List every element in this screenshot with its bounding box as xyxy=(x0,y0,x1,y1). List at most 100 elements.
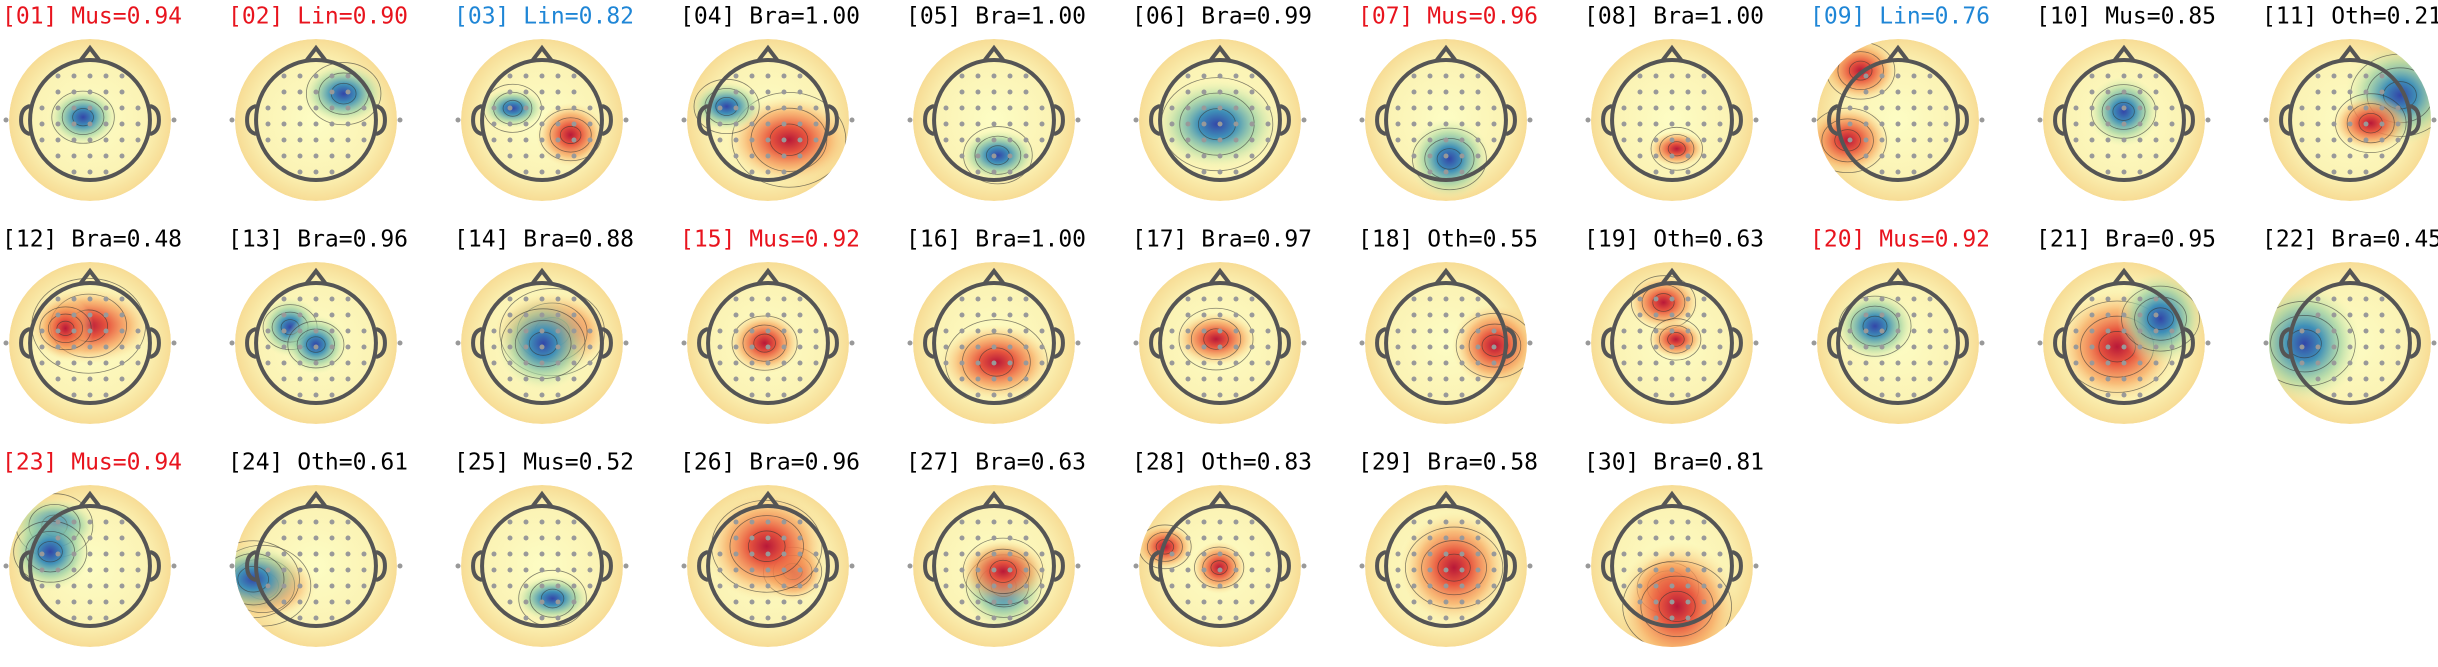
electrode xyxy=(1927,73,1933,79)
electrode xyxy=(2395,137,2401,143)
electrode xyxy=(1879,376,1885,382)
electrode xyxy=(959,551,965,557)
electrode xyxy=(523,551,529,557)
electrode xyxy=(975,583,981,589)
nose xyxy=(1208,490,1232,509)
electrode xyxy=(55,153,61,159)
electrode xyxy=(733,153,739,159)
electrode xyxy=(119,599,125,605)
electrode xyxy=(1475,121,1481,127)
electrode xyxy=(733,583,739,589)
map-blob xyxy=(48,88,118,146)
map-field xyxy=(1365,262,1527,424)
electrode xyxy=(1863,312,1869,318)
electrode xyxy=(297,105,303,111)
electrode xyxy=(1201,360,1207,366)
electrode xyxy=(1395,583,1401,589)
ear-right xyxy=(827,327,839,359)
electrode xyxy=(1459,169,1465,175)
electrode xyxy=(765,535,771,541)
electrode xyxy=(313,583,319,589)
electrode xyxy=(1249,583,1255,589)
component-label: [14] Bra=0.88 xyxy=(454,227,634,253)
electrode xyxy=(1911,344,1917,350)
electrode xyxy=(991,169,997,175)
electrode xyxy=(1653,328,1659,334)
electrode xyxy=(297,376,303,382)
electrode xyxy=(1023,344,1029,350)
electrode xyxy=(2315,73,2321,79)
electrode xyxy=(571,296,577,302)
electrode xyxy=(1427,328,1433,334)
electrode xyxy=(1201,376,1207,382)
electrode xyxy=(717,567,723,573)
electrode xyxy=(1653,551,1659,557)
electrode xyxy=(2347,296,2353,302)
electrode xyxy=(1133,340,1139,346)
electrode xyxy=(345,551,351,557)
contour xyxy=(1652,293,1675,312)
electrode xyxy=(1927,296,1933,302)
electrode xyxy=(1475,296,1481,302)
ear-right xyxy=(1505,104,1517,136)
electrode xyxy=(2331,137,2337,143)
electrode xyxy=(623,563,629,569)
electrode xyxy=(71,137,77,143)
electrode xyxy=(297,360,303,366)
head-outline xyxy=(254,281,378,405)
electrode xyxy=(281,137,287,143)
map-blob xyxy=(514,575,591,622)
electrode xyxy=(733,567,739,573)
electrode xyxy=(1863,137,1869,143)
electrode xyxy=(1075,340,1081,346)
electrode xyxy=(1863,328,1869,334)
ear-left xyxy=(1827,104,1839,136)
electrode xyxy=(71,153,77,159)
ear-right xyxy=(2409,327,2421,359)
electrode xyxy=(1685,312,1691,318)
ear-left xyxy=(923,550,935,582)
electrode xyxy=(2347,376,2353,382)
electrode xyxy=(571,105,577,111)
electrode xyxy=(1185,360,1191,366)
electrode xyxy=(717,360,723,366)
electrode xyxy=(1927,344,1933,350)
component-label: [17] Bra=0.97 xyxy=(1132,227,1312,253)
contour xyxy=(1146,531,1183,562)
component-label: [21] Bra=0.95 xyxy=(2036,227,2216,253)
contour xyxy=(1821,118,1874,163)
ear-right xyxy=(375,327,387,359)
electrode xyxy=(907,340,913,346)
electrode xyxy=(991,519,997,525)
nose xyxy=(2112,44,2136,63)
electrode xyxy=(1395,360,1401,366)
contour xyxy=(2147,307,2174,330)
topomap: [16] Bra=1.00 xyxy=(906,227,1086,424)
electrode xyxy=(297,519,303,525)
electrode xyxy=(523,105,529,111)
electrode xyxy=(717,551,723,557)
contour xyxy=(2112,102,2135,121)
electrode xyxy=(1411,599,1417,605)
nose xyxy=(1660,44,1684,63)
electrode xyxy=(1185,599,1191,605)
ear-right xyxy=(1957,104,1969,136)
electrode xyxy=(281,519,287,525)
electrode xyxy=(297,583,303,589)
electrode xyxy=(1927,312,1933,318)
electrode xyxy=(571,567,577,573)
electrode xyxy=(507,121,513,127)
electrode xyxy=(313,153,319,159)
component-label: [30] Bra=0.81 xyxy=(1584,450,1764,476)
electrode xyxy=(1217,583,1223,589)
electrode xyxy=(1863,121,1869,127)
electrode xyxy=(1217,599,1223,605)
electrode xyxy=(313,89,319,95)
electrode xyxy=(797,535,803,541)
electrode xyxy=(491,551,497,557)
electrode xyxy=(2363,105,2369,111)
electrode xyxy=(1927,121,1933,127)
electrode xyxy=(1249,137,1255,143)
electrode xyxy=(2137,137,2143,143)
electrode xyxy=(797,360,803,366)
